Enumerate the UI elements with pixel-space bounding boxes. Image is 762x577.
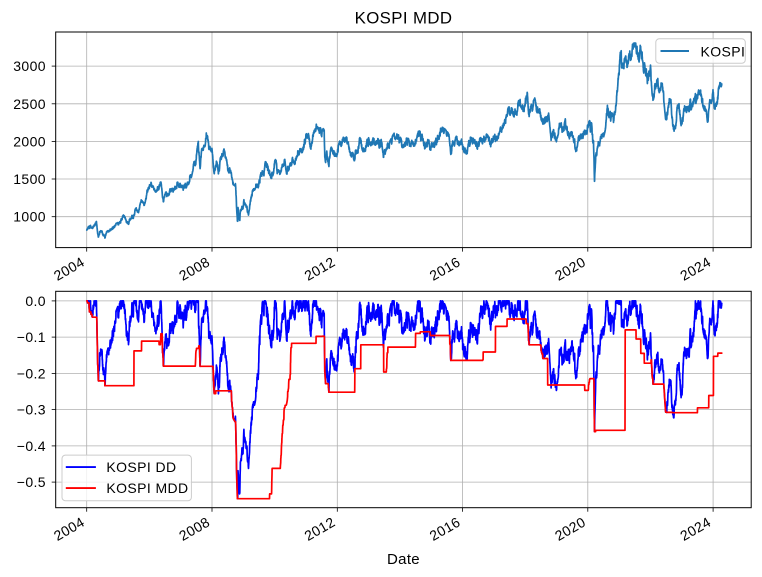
svg-text:2500: 2500: [13, 96, 46, 112]
svg-text:1500: 1500: [13, 171, 46, 187]
svg-text:KOSPI: KOSPI: [701, 44, 746, 60]
svg-text:3000: 3000: [13, 58, 46, 74]
svg-text:Date: Date: [387, 551, 420, 568]
svg-text:0.0: 0.0: [25, 293, 46, 309]
svg-text:−0.5: −0.5: [17, 474, 46, 490]
svg-text:KOSPI MDD: KOSPI MDD: [106, 480, 188, 496]
svg-text:−0.2: −0.2: [17, 365, 46, 381]
svg-text:KOSPI DD: KOSPI DD: [106, 459, 176, 475]
svg-text:2000: 2000: [13, 133, 46, 149]
svg-text:KOSPI MDD: KOSPI MDD: [355, 9, 453, 28]
svg-text:−0.4: −0.4: [17, 438, 46, 454]
svg-text:−0.3: −0.3: [17, 402, 46, 418]
svg-text:−0.1: −0.1: [17, 329, 46, 345]
svg-text:1000: 1000: [13, 209, 46, 225]
